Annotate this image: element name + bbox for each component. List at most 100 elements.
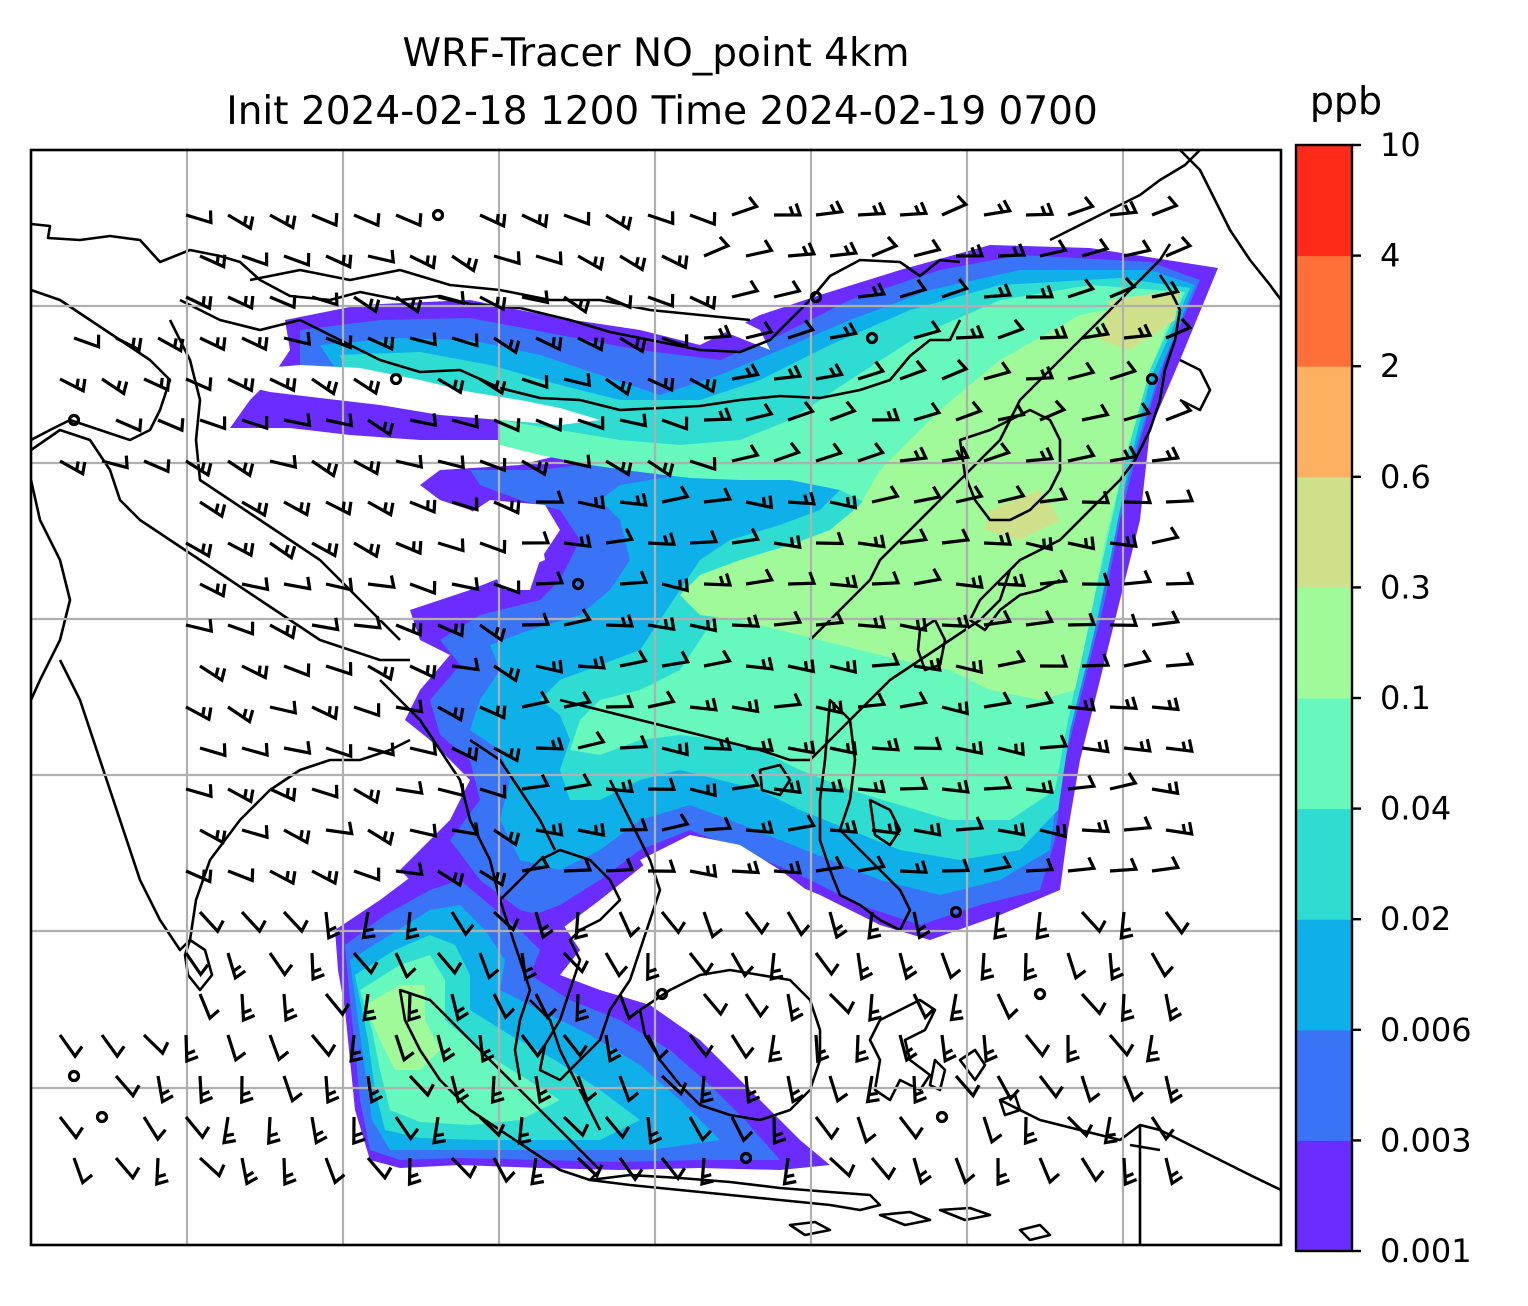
wind-barb [996, 1157, 1010, 1187]
wind-barb [199, 416, 227, 431]
wind-barb [185, 869, 213, 884]
wind-barb [1081, 403, 1110, 422]
field-north-olive [985, 290, 1180, 540]
wind-barb [1025, 366, 1055, 381]
calm-wind-marker [935, 1110, 949, 1124]
wind-barb [352, 1116, 366, 1146]
wind-barb [955, 400, 984, 422]
wind-barb [688, 1034, 714, 1059]
wind-barb [730, 1034, 755, 1060]
wind-barb [367, 742, 395, 757]
wind-barb [240, 993, 256, 1023]
wind-barb [768, 1034, 783, 1063]
wind-barb [773, 535, 802, 550]
wind-barb [1080, 1157, 1105, 1183]
wind-barb [619, 570, 649, 586]
wind-barb [941, 779, 970, 794]
wind-barb [492, 1157, 516, 1184]
wind-barb [492, 910, 520, 933]
coast-india-north [31, 428, 410, 662]
wind-barb [184, 1115, 211, 1140]
wind-barb [647, 293, 675, 309]
wind-barb [857, 282, 887, 299]
wind-barb [1150, 1116, 1175, 1142]
wind-barb [1123, 649, 1152, 668]
wind-barb [535, 571, 565, 586]
wind-barb [535, 659, 564, 674]
wind-barb [325, 821, 354, 836]
wind-barb [941, 445, 971, 463]
wind-barb [562, 1034, 588, 1059]
wind-barb [367, 664, 395, 682]
wind-barb [521, 690, 550, 709]
wind-barb [325, 500, 353, 517]
wind-barb [310, 1033, 337, 1058]
wind-barb [996, 993, 1019, 1021]
wind-barb [240, 1075, 254, 1105]
wind-barb [268, 952, 294, 978]
wind-barb [199, 500, 227, 519]
wind-barb [787, 319, 816, 340]
wind-barb [913, 568, 943, 586]
wind-barb [744, 1075, 761, 1105]
wind-barb [1080, 992, 1107, 1017]
wind-barb [941, 614, 971, 629]
wind-barb [993, 911, 1008, 940]
wind-barb [1039, 569, 1069, 586]
wind-barb [828, 1156, 856, 1179]
wind-barb [437, 623, 465, 638]
wind-barb [703, 487, 733, 504]
wind-barb [1081, 653, 1111, 668]
wind-barb [1165, 821, 1194, 836]
wind-barb [114, 1156, 141, 1181]
colorbar-cell [1296, 808, 1352, 920]
wind-barb [266, 1116, 281, 1146]
colorbar-tick-label: 0.02 [1380, 900, 1451, 938]
wind-barb [619, 734, 649, 750]
wind-barb [661, 813, 690, 832]
field-gap-3 [460, 500, 560, 590]
wind-barb [100, 1034, 126, 1059]
wind-barb [227, 541, 255, 558]
wind-barb [367, 828, 395, 847]
wind-barb [983, 609, 1013, 627]
wind-barb [1123, 323, 1153, 340]
wind-barb [534, 993, 558, 1021]
wind-barb [185, 705, 213, 722]
wind-barb [731, 363, 761, 381]
wind-barb [241, 825, 269, 840]
wind-barb [829, 495, 858, 510]
wind-barb [773, 279, 802, 299]
wind-barb [143, 377, 171, 393]
wind-barb [366, 1156, 393, 1181]
wind-barb [829, 400, 857, 422]
calm-wind-marker [1145, 372, 1159, 386]
wind-barb [619, 492, 648, 507]
wind-barb [814, 1116, 840, 1141]
wind-barb [577, 730, 606, 750]
wind-barb [1120, 993, 1135, 1023]
wind-barb [521, 773, 551, 791]
wind-barb [647, 377, 675, 393]
wind-barb [1025, 857, 1055, 873]
map-frame [29, 148, 1283, 1247]
wind-barb [367, 336, 395, 352]
wind-barb [479, 869, 507, 888]
colorbar-cells [1296, 145, 1352, 1252]
wind-barb [1025, 537, 1053, 552]
colorbar-cell [1296, 476, 1352, 588]
wind-barb [535, 736, 565, 751]
wind-barb [703, 816, 733, 832]
wind-barb [142, 1116, 167, 1142]
wind-barb [941, 701, 969, 716]
wind-barb [773, 610, 803, 627]
wind-barb [450, 1075, 470, 1104]
wind-barb [73, 334, 101, 349]
wind-barb [395, 699, 424, 714]
wind-barb [59, 459, 87, 477]
wind-barb [576, 1075, 598, 1104]
wind-barb [1039, 824, 1067, 839]
calm-wind-marker [571, 577, 585, 591]
wind-barb [618, 911, 641, 939]
wind-barb [479, 784, 507, 799]
